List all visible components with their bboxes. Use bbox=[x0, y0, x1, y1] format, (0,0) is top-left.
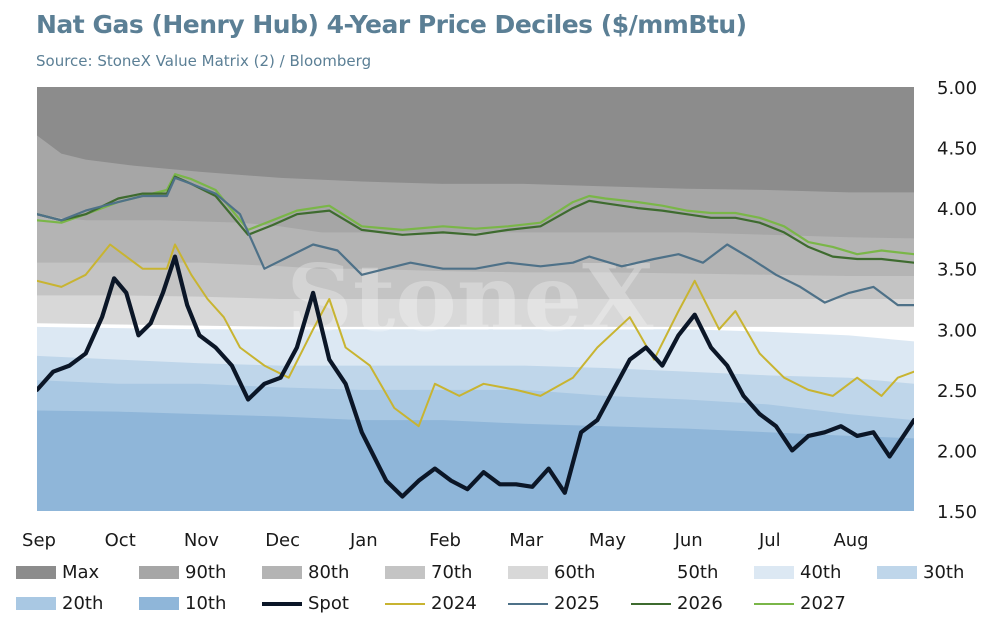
x-tick-label: May bbox=[589, 530, 627, 551]
x-tick-label: Sep bbox=[22, 530, 56, 551]
chart-subtitle: Source: StoneX Value Matrix (2) / Bloomb… bbox=[36, 52, 372, 70]
legend-swatch bbox=[631, 566, 671, 579]
legend-item-2025: 2025 bbox=[508, 593, 600, 614]
series-line-2027 bbox=[37, 173, 914, 256]
legend-item-10th: 10th bbox=[139, 593, 226, 614]
chart: StoneX5.004.504.003.503.002.502.001.50Se… bbox=[22, 78, 977, 551]
legend-item-30th: 30th bbox=[877, 562, 964, 583]
legend-swatch bbox=[16, 566, 56, 579]
legend-line-swatch bbox=[754, 602, 794, 605]
legend-swatch bbox=[139, 597, 179, 610]
legend-item-50th: 50th bbox=[631, 562, 718, 583]
chart-title: Nat Gas (Henry Hub) 4-Year Price Deciles… bbox=[36, 10, 747, 39]
legend-item-70th: 70th bbox=[385, 562, 472, 583]
legend-label: 70th bbox=[431, 562, 473, 583]
y-tick-label: 4.50 bbox=[937, 139, 977, 160]
x-tick-label: Jan bbox=[349, 530, 378, 551]
y-tick-label: 2.00 bbox=[937, 441, 977, 462]
x-tick-label: Dec bbox=[265, 530, 300, 551]
y-tick-label: 2.50 bbox=[937, 381, 977, 402]
legend-label: 40th bbox=[800, 562, 842, 583]
y-tick-label: 3.00 bbox=[937, 320, 977, 341]
legend-line-swatch bbox=[262, 601, 302, 606]
y-tick-label: 3.50 bbox=[937, 260, 977, 281]
legend-label: 20th bbox=[62, 593, 104, 614]
legend-item-2024: 2024 bbox=[385, 593, 477, 614]
y-tick-label: 5.00 bbox=[937, 78, 977, 99]
legend-item-2026: 2026 bbox=[631, 593, 723, 614]
legend-swatch bbox=[262, 566, 302, 579]
legend-swatch bbox=[16, 597, 56, 610]
legend-item-90th: 90th bbox=[139, 562, 226, 583]
legend-label: 10th bbox=[185, 593, 227, 614]
x-tick-label: Jun bbox=[674, 530, 703, 551]
legend-label: 2026 bbox=[677, 593, 723, 614]
legend-label: Spot bbox=[308, 593, 349, 614]
legend-line-swatch bbox=[631, 602, 671, 605]
legend-label: Max bbox=[62, 562, 100, 583]
legend-item-60th: 60th bbox=[508, 562, 595, 583]
x-tick-label: Aug bbox=[833, 530, 868, 551]
legend-label: 80th bbox=[308, 562, 350, 583]
legend-item-spot: Spot bbox=[262, 593, 349, 614]
legend-item-40th: 40th bbox=[754, 562, 841, 583]
x-tick-label: Oct bbox=[105, 530, 136, 551]
x-tick-label: Nov bbox=[184, 530, 219, 551]
legend-label: 2025 bbox=[554, 593, 600, 614]
legend-label: 50th bbox=[677, 562, 719, 583]
legend-line-swatch bbox=[385, 602, 425, 605]
legend-label: 60th bbox=[554, 562, 596, 583]
legend-label: 2027 bbox=[800, 593, 846, 614]
y-tick-label: 4.00 bbox=[937, 199, 977, 220]
legend-item-80th: 80th bbox=[262, 562, 349, 583]
legend-swatch bbox=[385, 566, 425, 579]
legend-swatch bbox=[139, 566, 179, 579]
series-line-2024 bbox=[37, 243, 914, 428]
legend-label: 2024 bbox=[431, 593, 477, 614]
legend-label: 30th bbox=[923, 562, 965, 583]
legend-swatch bbox=[754, 566, 794, 579]
legend-swatch bbox=[508, 566, 548, 579]
legend-item-2027: 2027 bbox=[754, 593, 846, 614]
legend-item-20th: 20th bbox=[16, 593, 103, 614]
legend-item-max: Max bbox=[16, 562, 99, 583]
legend-label: 90th bbox=[185, 562, 227, 583]
series-line-spot bbox=[37, 254, 914, 499]
legend-swatch bbox=[877, 566, 917, 579]
x-tick-label: Feb bbox=[429, 530, 461, 551]
band-10th bbox=[37, 410, 914, 511]
x-tick-label: Mar bbox=[509, 530, 544, 551]
x-tick-label: Jul bbox=[758, 530, 781, 551]
legend-line-swatch bbox=[508, 602, 548, 605]
series-line-2025 bbox=[37, 176, 914, 307]
y-tick-label: 1.50 bbox=[937, 502, 977, 523]
